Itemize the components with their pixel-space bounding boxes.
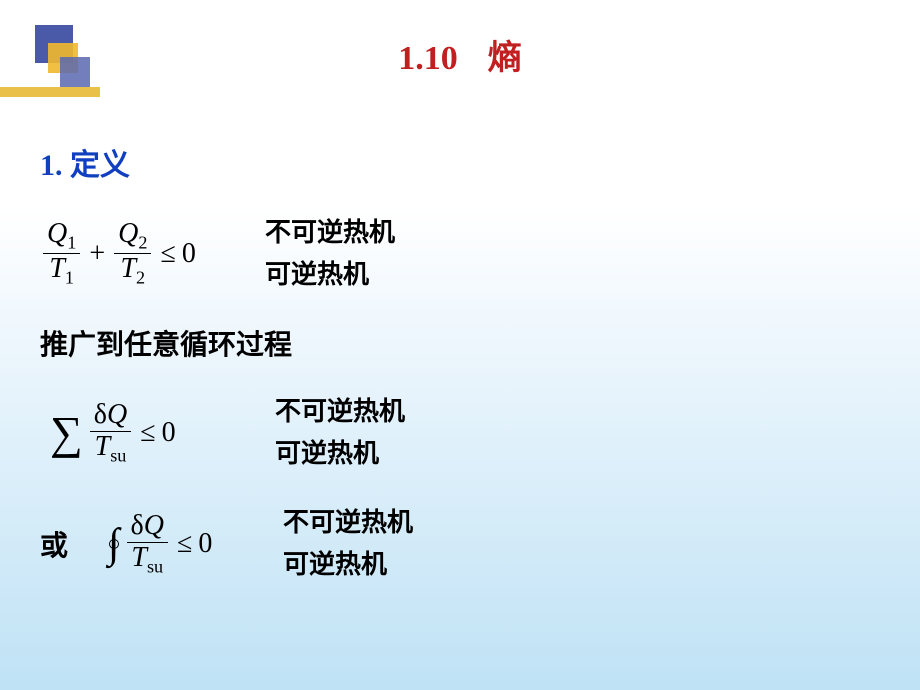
- section-text: 定义: [70, 149, 130, 182]
- label-irreversible: 不可逆热机: [265, 212, 395, 254]
- section-header: 1. 定义: [40, 140, 880, 184]
- formula-3-labels: 不可逆热机 可逆热机: [283, 502, 413, 585]
- formula-3: ∫ δQ Tsu ≤ 0: [108, 511, 258, 576]
- title-number: 1.10: [398, 40, 458, 77]
- or-label: 或: [40, 524, 68, 564]
- label-irreversible: 不可逆热机: [275, 391, 405, 433]
- formula-1: Q1 T1 + Q2 T2 ≤ 0: [40, 219, 240, 287]
- formula-2: ∑ δQ Tsu ≤ 0: [50, 400, 250, 465]
- title-text: 熵: [488, 40, 522, 77]
- formula-row-3: 或 ∫ δQ Tsu ≤ 0 不可逆热机 可逆热机: [40, 502, 880, 585]
- label-reversible: 可逆热机: [283, 544, 413, 586]
- section-number: 1.: [40, 149, 63, 182]
- formula-row-1: Q1 T1 + Q2 T2 ≤ 0 不可逆热机 可逆热机: [40, 212, 880, 295]
- label-reversible: 可逆热机: [275, 433, 405, 475]
- label-reversible: 可逆热机: [265, 254, 395, 296]
- generalize-text: 推广到任意循环过程: [40, 323, 880, 363]
- label-irreversible: 不可逆热机: [283, 502, 413, 544]
- decoration-yellow-bar: [0, 87, 100, 97]
- slide-content: 1. 定义 Q1 T1 + Q2 T2 ≤ 0 不可逆热机 可逆热机 推广到任意…: [40, 140, 880, 614]
- slide-title: 1.10 熵: [0, 30, 920, 79]
- formula-row-2: ∑ δQ Tsu ≤ 0 不可逆热机 可逆热机: [50, 391, 880, 474]
- formula-2-labels: 不可逆热机 可逆热机: [275, 391, 405, 474]
- formula-1-labels: 不可逆热机 可逆热机: [265, 212, 395, 295]
